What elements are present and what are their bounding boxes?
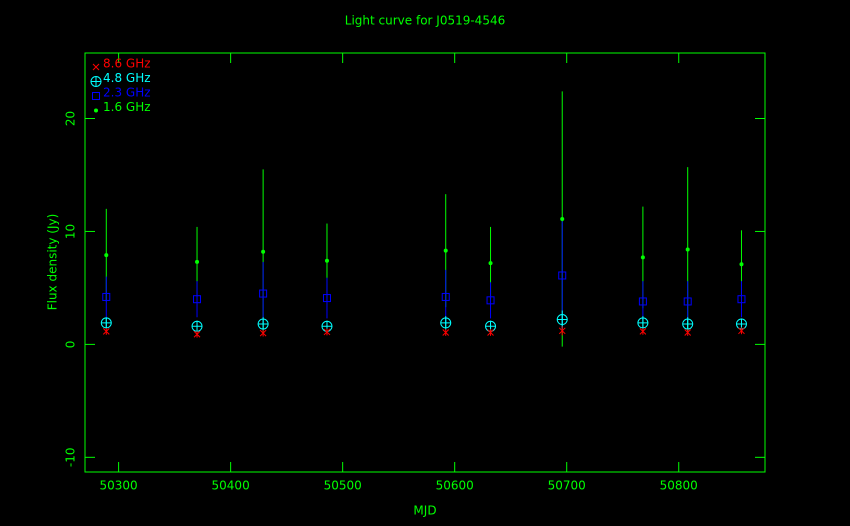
data-point xyxy=(441,292,450,301)
data-point xyxy=(442,329,450,336)
legend-label: 8.6 GHz xyxy=(103,57,151,71)
data-point xyxy=(556,314,568,325)
data-point xyxy=(104,253,109,258)
legend-label: 4.8 GHz xyxy=(103,71,151,85)
y-tick-label: 0 xyxy=(64,341,78,349)
plot-frame xyxy=(84,52,766,473)
x-tick-label: 50600 xyxy=(436,479,474,493)
data-point xyxy=(195,259,200,264)
data-point xyxy=(257,318,269,330)
data-point xyxy=(638,297,647,306)
data-point xyxy=(259,329,267,337)
x-tick-label: 50700 xyxy=(548,479,586,493)
data-point xyxy=(440,317,452,329)
data-point xyxy=(639,328,647,335)
y-axis-label: Flux density (Jy) xyxy=(46,214,60,311)
data-point xyxy=(322,294,331,303)
data-point xyxy=(684,329,692,336)
data-point xyxy=(102,328,110,335)
data-point xyxy=(100,317,112,329)
data-point xyxy=(737,295,746,304)
y-tick-label: -10 xyxy=(64,448,78,468)
legend-marker xyxy=(90,76,102,87)
data-point xyxy=(738,327,745,335)
y-tick-label: 20 xyxy=(64,111,78,126)
chart-title: Light curve for J0519-4546 xyxy=(345,14,505,28)
data-point xyxy=(558,327,566,335)
data-point xyxy=(685,247,690,252)
data-point xyxy=(682,318,694,330)
data-point xyxy=(323,328,331,336)
data-point xyxy=(487,329,494,336)
data-point xyxy=(486,296,495,305)
x-axis-label: MJD xyxy=(413,504,436,518)
x-tick-label: 50300 xyxy=(100,479,138,493)
data-point xyxy=(488,261,493,266)
x-tick-label: 50800 xyxy=(660,479,698,493)
data-point xyxy=(193,330,201,338)
data-point xyxy=(191,320,203,332)
data-point xyxy=(558,271,567,280)
data-point xyxy=(259,289,268,298)
data-point xyxy=(560,217,565,222)
legend-label: 1.6 GHz xyxy=(103,100,151,114)
data-point xyxy=(193,295,202,304)
legend-marker xyxy=(92,63,100,71)
data-point xyxy=(637,317,649,329)
data-point xyxy=(324,258,329,263)
data-point xyxy=(261,249,266,254)
legend-marker xyxy=(92,92,100,100)
data-point xyxy=(102,292,111,301)
legend-label: 2.3 GHz xyxy=(103,86,151,100)
data-point xyxy=(443,248,448,253)
y-tick-label: 10 xyxy=(64,224,78,239)
x-tick-label: 50400 xyxy=(212,479,250,493)
legend-marker xyxy=(94,108,98,113)
data-point xyxy=(683,297,692,306)
x-tick-label: 50500 xyxy=(324,479,362,493)
data-point xyxy=(739,262,744,267)
data-point xyxy=(640,255,645,260)
